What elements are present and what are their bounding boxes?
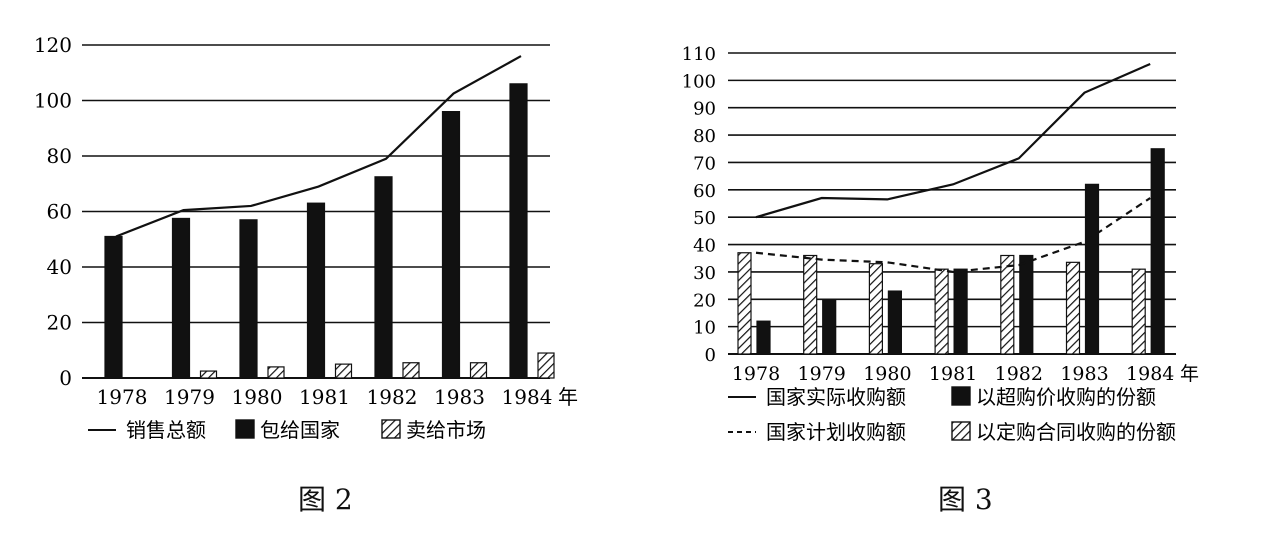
y-tick-label: 30 [693, 263, 716, 284]
solid-bar [1084, 183, 1100, 355]
x-tick-label: 1979 [164, 385, 215, 409]
legend-solid-swatch [235, 419, 255, 439]
legend-hatched-swatch [381, 419, 401, 439]
y-tick-label: 40 [693, 236, 716, 257]
x-unit-label: 年 [558, 385, 578, 409]
y-tick-label: 120 [34, 33, 72, 57]
hatched-bar [334, 363, 353, 379]
y-tick-label: 50 [693, 208, 716, 229]
hatched-bar [469, 362, 488, 379]
x-tick-label: 1983 [434, 385, 485, 409]
y-tick-label: 100 [682, 71, 716, 92]
x-tick-label: 1978 [97, 385, 148, 409]
x-tick-label: 1978 [732, 363, 780, 385]
solid-bar [171, 217, 191, 379]
y-tick-label: 80 [47, 144, 72, 168]
y-tick-label: 20 [693, 290, 716, 311]
solid-bar [374, 176, 393, 379]
solid-bar [1019, 254, 1034, 355]
y-tick-label: 60 [693, 181, 716, 202]
dashed-series-line [755, 197, 1151, 274]
hatched-bar [1065, 261, 1081, 355]
solid-bar [822, 298, 837, 355]
hatched-bar [537, 352, 555, 379]
hatched-bar [737, 252, 752, 355]
x-tick-label: 1984 [502, 385, 553, 409]
hatched-bar [803, 254, 818, 355]
legend-label: 卖给市场 [406, 418, 486, 442]
y-tick-label: 60 [47, 200, 72, 224]
legend-label: 国家计划收购额 [766, 420, 906, 444]
y-tick-label: 0 [705, 345, 716, 366]
legend-label: 包给国家 [260, 418, 340, 442]
y-tick-label: 0 [59, 366, 72, 390]
legend-solid-swatch [951, 386, 971, 406]
hatched-bar [1000, 254, 1015, 355]
x-tick-label: 1982 [995, 363, 1043, 385]
hatched-bar [199, 370, 218, 379]
y-tick-label: 20 [47, 311, 72, 335]
solid-bar [953, 268, 968, 355]
x-tick-label: 1982 [367, 385, 418, 409]
solid-bar [104, 235, 123, 379]
x-tick-label: 1979 [798, 363, 846, 385]
legend-label: 销售总额 [126, 418, 206, 442]
legend-label: 以超购价收购的份额 [976, 385, 1156, 409]
solid-bar [509, 83, 528, 379]
solid-bar [1150, 148, 1165, 355]
y-tick-label: 80 [693, 126, 716, 147]
legend-hatched-swatch [951, 421, 971, 441]
solid-bar [441, 110, 461, 379]
y-tick-label: 40 [47, 255, 72, 279]
legend-label: 国家实际收购额 [766, 385, 906, 409]
solid-bar [306, 202, 326, 379]
x-tick-label: 1983 [1060, 363, 1108, 385]
hatched-bar [1131, 268, 1146, 355]
y-tick-label: 110 [682, 44, 716, 65]
x-unit-label: 年 [1180, 363, 1199, 385]
figure-3-caption: 图 3 [938, 483, 993, 516]
hatched-bar [934, 268, 949, 355]
y-tick-label: 10 [693, 318, 716, 339]
solid-bar [756, 320, 771, 355]
solid-series-line [755, 62, 1151, 219]
figure-2-caption: 图 2 [298, 483, 353, 516]
x-tick-label: 1984 [1126, 363, 1174, 385]
x-tick-label: 1981 [299, 385, 350, 409]
hatched-bar [868, 263, 884, 355]
legend-label: 以定购合同收购的份额 [976, 420, 1176, 444]
hatched-bar [267, 366, 285, 379]
x-tick-label: 1980 [232, 385, 283, 409]
x-tick-label: 1981 [929, 363, 977, 385]
y-tick-label: 90 [693, 99, 716, 120]
solid-bar [887, 290, 903, 355]
x-tick-label: 1980 [863, 363, 911, 385]
y-tick-label: 100 [34, 89, 72, 113]
solid-series-line [115, 55, 522, 238]
solid-bar [239, 219, 258, 379]
y-tick-label: 70 [693, 153, 716, 174]
hatched-bar [402, 362, 420, 379]
